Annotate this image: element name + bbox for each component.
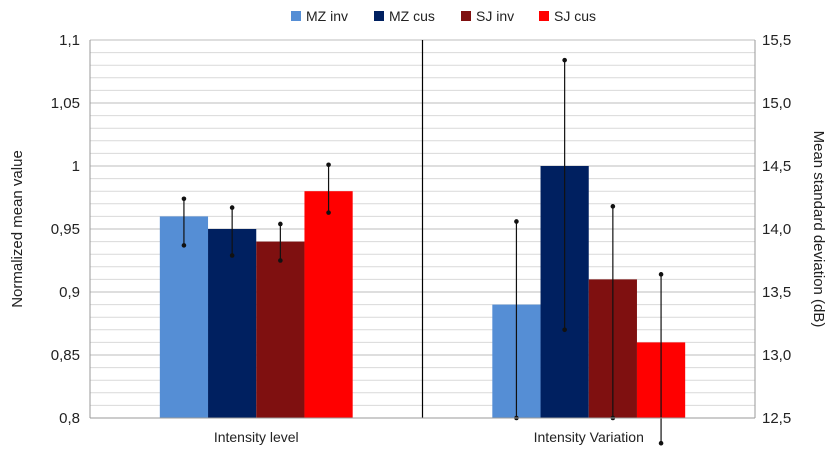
y-tick-label: 0,8 bbox=[59, 410, 80, 427]
y2-axis-title: Mean standard deviation (dB) bbox=[810, 131, 827, 328]
legend-label: MZ inv bbox=[306, 8, 348, 24]
y2-tick-label: 14,0 bbox=[762, 221, 791, 238]
error-bar-cap bbox=[278, 258, 283, 263]
error-bar-cap bbox=[514, 219, 519, 224]
error-bar-cap bbox=[181, 196, 187, 202]
legend-label: MZ cus bbox=[389, 8, 435, 24]
y-tick-label: 0,85 bbox=[51, 347, 80, 364]
legend-label: SJ inv bbox=[476, 8, 514, 24]
error-bar-cap bbox=[562, 327, 567, 333]
category-labels: Intensity level Intensity Variation bbox=[214, 429, 644, 445]
error-bar-cap bbox=[562, 57, 567, 63]
bar bbox=[256, 241, 305, 418]
left-tick-labels: 0,8 0,85 0,9 0,95 1 1,05 1,1 bbox=[51, 32, 80, 427]
y-axis-title: Normalized mean value bbox=[9, 150, 26, 308]
category-label: Intensity Variation bbox=[534, 429, 644, 445]
error-bar-cap bbox=[658, 440, 664, 446]
error-bars bbox=[181, 57, 664, 446]
y-tick-label: 1 bbox=[72, 158, 80, 175]
y2-tick-label: 14,5 bbox=[762, 158, 791, 175]
bar bbox=[304, 191, 353, 418]
y2-tick-label: 12,5 bbox=[762, 410, 791, 427]
error-bar-cap bbox=[326, 162, 331, 168]
category-label: Intensity level bbox=[214, 429, 299, 445]
legend-label: SJ cus bbox=[554, 8, 596, 24]
legend-swatch bbox=[291, 11, 301, 21]
y2-tick-label: 15,5 bbox=[762, 32, 791, 49]
y-tick-label: 1,1 bbox=[59, 32, 80, 49]
error-bar-cap bbox=[658, 272, 664, 277]
error-bar-cap bbox=[229, 205, 235, 210]
bar bbox=[159, 216, 209, 418]
y-tick-label: 0,95 bbox=[51, 221, 80, 238]
error-bar-cap bbox=[229, 253, 235, 258]
y2-tick-label: 15,0 bbox=[762, 95, 791, 112]
bar bbox=[208, 229, 257, 418]
y2-tick-label: 13,0 bbox=[762, 347, 791, 364]
legend: MZ inv MZ cus SJ inv SJ cus bbox=[291, 8, 596, 24]
error-bar-cap bbox=[181, 243, 187, 248]
legend-swatch bbox=[374, 11, 384, 21]
right-tick-labels: 12,5 13,0 13,5 14,0 14,5 15,0 15,5 bbox=[762, 32, 791, 427]
y-tick-label: 1,05 bbox=[51, 95, 80, 112]
legend-swatch bbox=[539, 11, 549, 21]
error-bar-cap bbox=[326, 210, 331, 215]
error-bar-cap bbox=[610, 204, 616, 209]
error-bar-cap bbox=[278, 221, 283, 227]
y-tick-label: 0,9 bbox=[59, 284, 80, 301]
legend-swatch bbox=[461, 11, 471, 21]
y2-tick-label: 13,5 bbox=[762, 284, 791, 301]
